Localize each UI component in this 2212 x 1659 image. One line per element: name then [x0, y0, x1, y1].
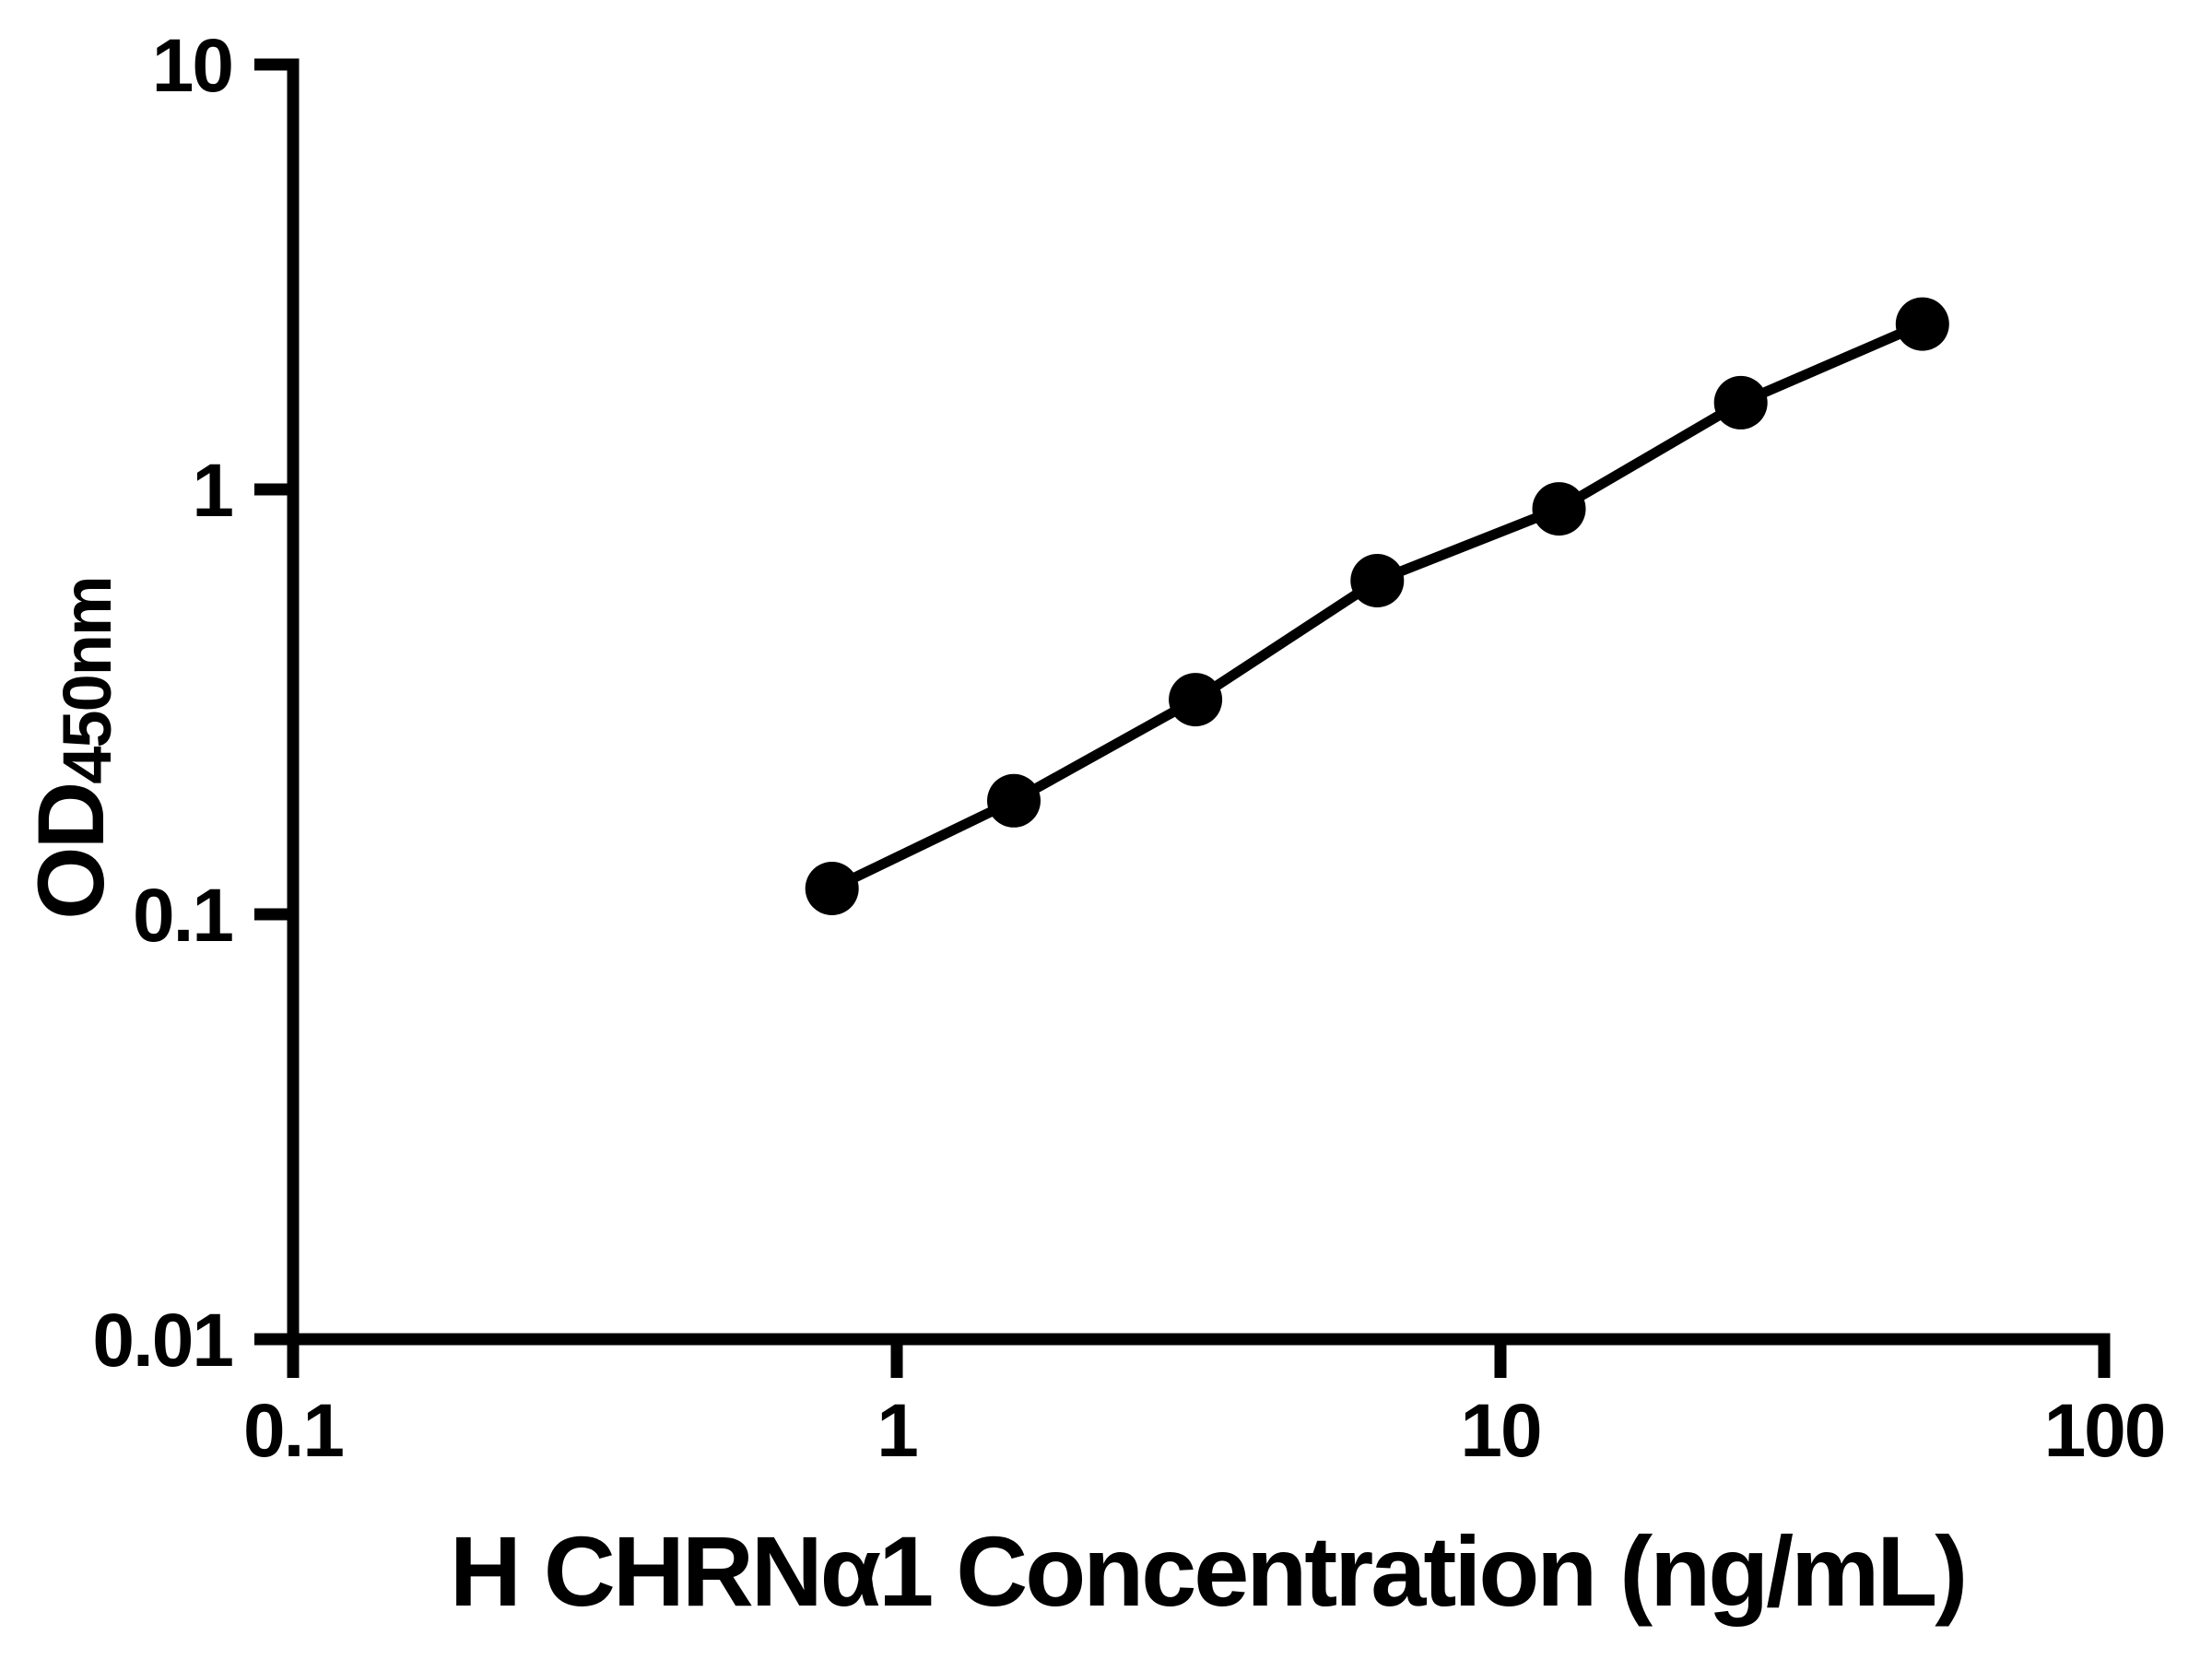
data-point	[1895, 297, 1949, 351]
x-tick-label: 0.1	[243, 1389, 343, 1473]
axes	[287, 58, 2111, 1346]
data-point	[1532, 482, 1586, 536]
y-tick-label: 10	[152, 24, 232, 108]
data-point	[987, 773, 1041, 828]
data-point	[1713, 375, 1768, 429]
axis-ticks	[254, 58, 2111, 1378]
data-point	[1350, 554, 1405, 607]
x-axis-title: H CHRNα1 Concentration (ng/mL)	[450, 1515, 1965, 1627]
y-axis-title: OD450nm	[18, 577, 125, 919]
y-axis-title-main: OD	[18, 784, 124, 920]
x-tick-label: 10	[1460, 1389, 1540, 1473]
y-tick-label: 1	[192, 449, 232, 533]
x-tick-label: 1	[877, 1389, 917, 1473]
y-tick-label: 0.1	[133, 874, 232, 958]
data-point	[805, 862, 859, 915]
y-tick-label: 0.01	[92, 1299, 232, 1382]
data-series	[805, 297, 1949, 915]
y-axis-title-subscript: 450nm	[49, 577, 125, 783]
data-point	[1169, 673, 1223, 727]
x-tick-label: 100	[2044, 1389, 2165, 1473]
